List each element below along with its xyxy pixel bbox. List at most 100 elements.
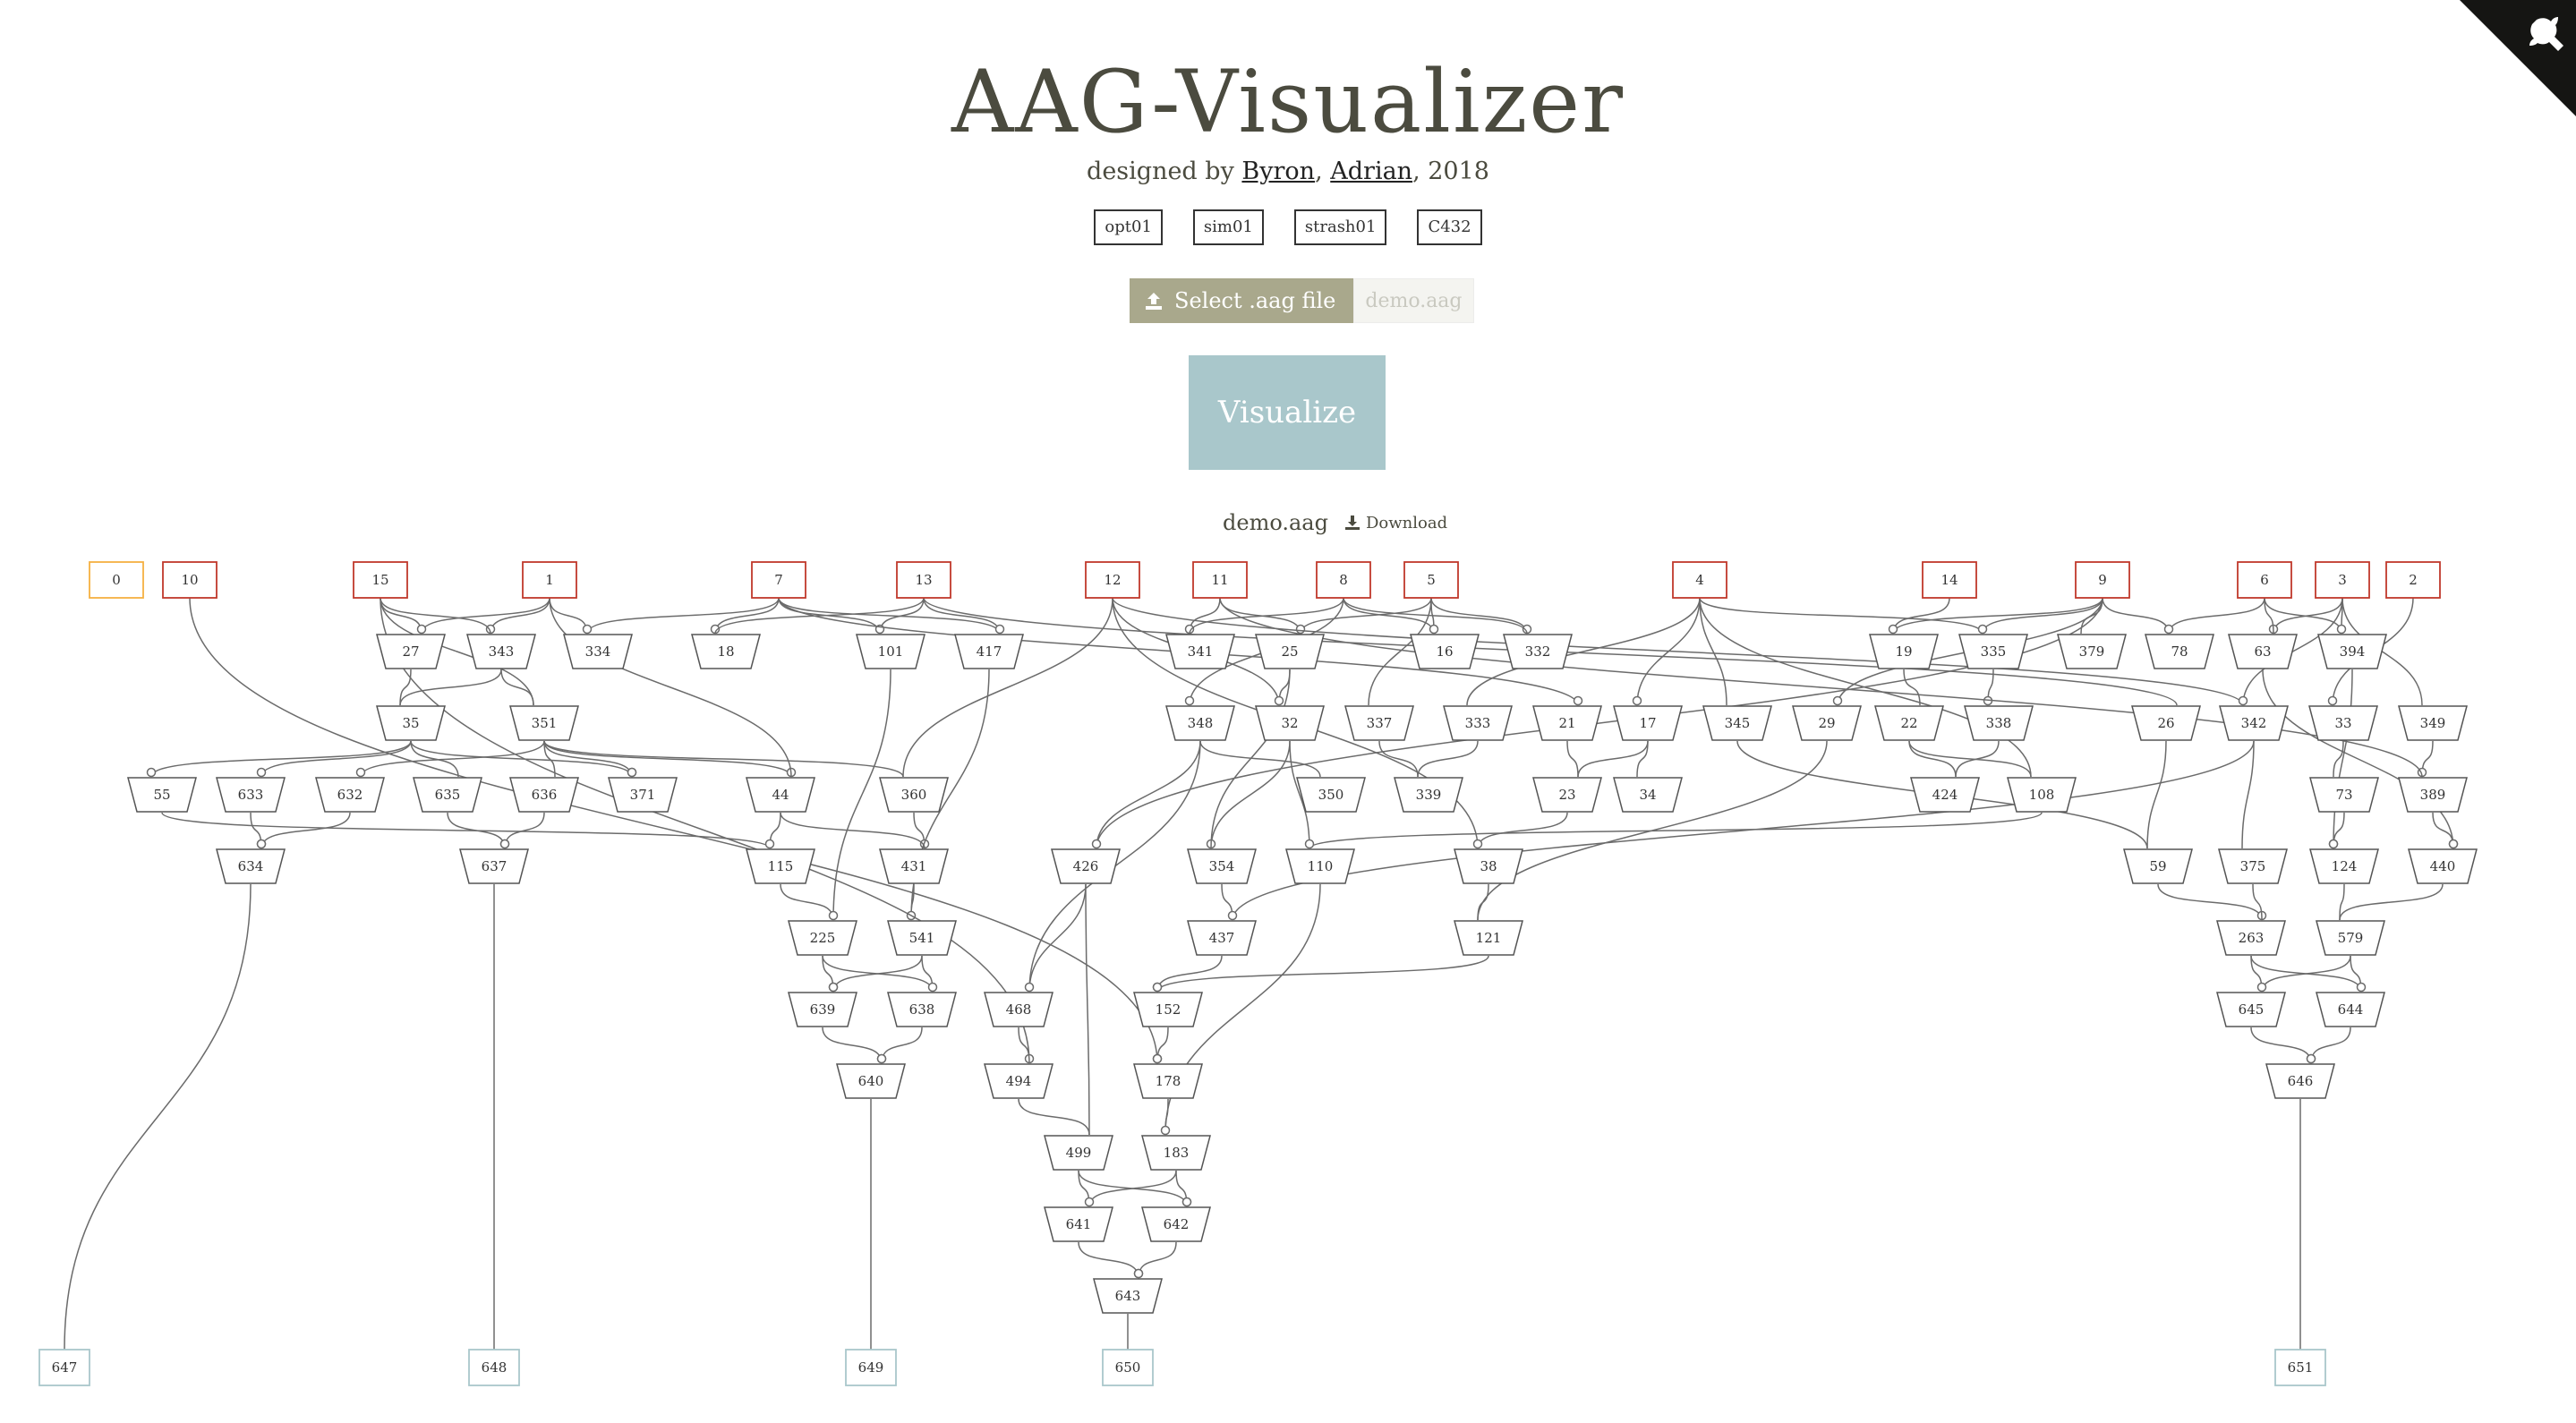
output-node-649[interactable]: 649	[845, 1349, 897, 1386]
and-node-225[interactable]: 225	[788, 920, 857, 956]
and-node-348[interactable]: 348	[1165, 705, 1235, 741]
input-node-7[interactable]: 7	[751, 561, 806, 599]
and-node-334[interactable]: 334	[563, 634, 633, 669]
and-node-17[interactable]: 17	[1613, 705, 1683, 741]
and-node-440[interactable]: 440	[2408, 848, 2478, 884]
download-link[interactable]: Download	[1344, 514, 1447, 533]
author-link-byron[interactable]: Byron	[1241, 158, 1316, 185]
input-node-2[interactable]: 2	[2385, 561, 2441, 599]
input-node-3[interactable]: 3	[2315, 561, 2370, 599]
and-node-639[interactable]: 639	[788, 992, 857, 1027]
and-node-335[interactable]: 335	[1958, 634, 2028, 669]
and-node-375[interactable]: 375	[2218, 848, 2288, 884]
and-node-333[interactable]: 333	[1443, 705, 1513, 741]
and-node-437[interactable]: 437	[1187, 920, 1257, 956]
and-node-394[interactable]: 394	[2317, 634, 2387, 669]
and-node-59[interactable]: 59	[2123, 848, 2193, 884]
input-node-14[interactable]: 14	[1922, 561, 1977, 599]
and-node-337[interactable]: 337	[1344, 705, 1414, 741]
and-node-642[interactable]: 642	[1141, 1206, 1211, 1242]
example-button-strash01[interactable]: strash01	[1293, 209, 1387, 245]
and-node-108[interactable]: 108	[2007, 777, 2077, 813]
and-node-78[interactable]: 78	[2145, 634, 2214, 669]
visualize-button[interactable]: Visualize	[1189, 355, 1386, 470]
and-node-101[interactable]: 101	[856, 634, 925, 669]
example-button-opt01[interactable]: opt01	[1094, 209, 1163, 245]
and-node-345[interactable]: 345	[1702, 705, 1772, 741]
and-node-635[interactable]: 635	[413, 777, 482, 813]
and-node-389[interactable]: 389	[2398, 777, 2468, 813]
and-node-121[interactable]: 121	[1454, 920, 1523, 956]
and-node-494[interactable]: 494	[984, 1063, 1053, 1099]
input-node-15[interactable]: 15	[353, 561, 408, 599]
github-octocat-icon[interactable]	[2460, 0, 2576, 116]
author-link-adrian[interactable]: Adrian	[1330, 158, 1413, 185]
and-node-263[interactable]: 263	[2216, 920, 2286, 956]
input-node-4[interactable]: 4	[1672, 561, 1727, 599]
and-node-332[interactable]: 332	[1503, 634, 1573, 669]
input-node-12[interactable]: 12	[1085, 561, 1140, 599]
and-node-38[interactable]: 38	[1454, 848, 1523, 884]
and-node-343[interactable]: 343	[466, 634, 536, 669]
and-node-35[interactable]: 35	[376, 705, 446, 741]
select-file-button[interactable]: Select .aag file	[1130, 278, 1354, 323]
and-node-124[interactable]: 124	[2309, 848, 2379, 884]
and-node-644[interactable]: 644	[2316, 992, 2385, 1027]
and-node-26[interactable]: 26	[2131, 705, 2201, 741]
and-node-32[interactable]: 32	[1255, 705, 1325, 741]
and-node-351[interactable]: 351	[509, 705, 579, 741]
input-node-10[interactable]: 10	[162, 561, 218, 599]
input-node-13[interactable]: 13	[896, 561, 951, 599]
output-node-651[interactable]: 651	[2274, 1349, 2326, 1386]
and-node-417[interactable]: 417	[954, 634, 1024, 669]
and-node-640[interactable]: 640	[836, 1063, 906, 1099]
and-node-645[interactable]: 645	[2216, 992, 2286, 1027]
and-node-633[interactable]: 633	[216, 777, 286, 813]
and-node-342[interactable]: 342	[2219, 705, 2289, 741]
and-node-354[interactable]: 354	[1187, 848, 1257, 884]
and-node-350[interactable]: 350	[1296, 777, 1366, 813]
and-node-34[interactable]: 34	[1613, 777, 1683, 813]
example-button-c432[interactable]: C432	[1417, 209, 1482, 245]
input-node-6[interactable]: 6	[2237, 561, 2292, 599]
and-node-115[interactable]: 115	[746, 848, 815, 884]
and-node-541[interactable]: 541	[887, 920, 957, 956]
example-button-sim01[interactable]: sim01	[1192, 209, 1264, 245]
and-node-44[interactable]: 44	[746, 777, 815, 813]
and-node-178[interactable]: 178	[1133, 1063, 1203, 1099]
and-node-424[interactable]: 424	[1910, 777, 1980, 813]
and-node-22[interactable]: 22	[1874, 705, 1944, 741]
and-node-371[interactable]: 371	[608, 777, 678, 813]
and-node-339[interactable]: 339	[1394, 777, 1463, 813]
and-node-360[interactable]: 360	[879, 777, 949, 813]
and-node-636[interactable]: 636	[509, 777, 579, 813]
and-node-55[interactable]: 55	[127, 777, 197, 813]
and-node-23[interactable]: 23	[1532, 777, 1602, 813]
and-node-426[interactable]: 426	[1051, 848, 1121, 884]
and-node-643[interactable]: 643	[1093, 1278, 1163, 1314]
and-node-18[interactable]: 18	[691, 634, 761, 669]
and-node-25[interactable]: 25	[1255, 634, 1325, 669]
output-node-648[interactable]: 648	[468, 1349, 520, 1386]
and-node-33[interactable]: 33	[2308, 705, 2378, 741]
and-node-632[interactable]: 632	[315, 777, 385, 813]
and-node-634[interactable]: 634	[216, 848, 286, 884]
and-node-110[interactable]: 110	[1285, 848, 1355, 884]
and-node-63[interactable]: 63	[2228, 634, 2298, 669]
and-node-21[interactable]: 21	[1532, 705, 1602, 741]
and-node-338[interactable]: 338	[1964, 705, 2034, 741]
and-node-579[interactable]: 579	[2316, 920, 2385, 956]
input-node-9[interactable]: 9	[2075, 561, 2130, 599]
input-node-1[interactable]: 1	[522, 561, 577, 599]
input-node-11[interactable]: 11	[1192, 561, 1248, 599]
and-node-27[interactable]: 27	[376, 634, 446, 669]
output-node-647[interactable]: 647	[38, 1349, 90, 1386]
and-node-468[interactable]: 468	[984, 992, 1053, 1027]
and-node-152[interactable]: 152	[1133, 992, 1203, 1027]
and-node-641[interactable]: 641	[1044, 1206, 1113, 1242]
and-node-646[interactable]: 646	[2265, 1063, 2335, 1099]
and-node-19[interactable]: 19	[1869, 634, 1939, 669]
and-node-29[interactable]: 29	[1792, 705, 1862, 741]
and-node-379[interactable]: 379	[2057, 634, 2127, 669]
and-node-16[interactable]: 16	[1410, 634, 1480, 669]
